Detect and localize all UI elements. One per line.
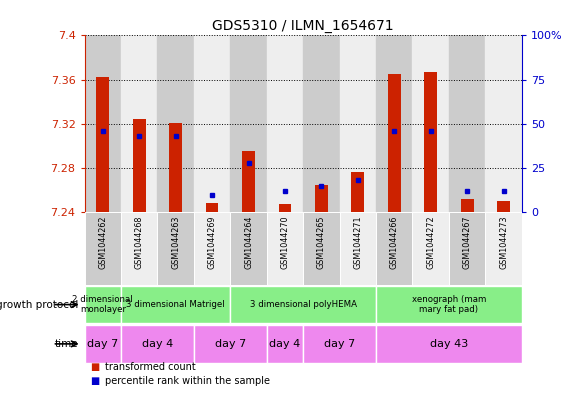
Bar (449, 212, 485, 285)
Text: GSM1044266: GSM1044266 (390, 216, 399, 269)
Bar (242, 151, 255, 212)
Bar (352, 173, 364, 212)
Bar (497, 201, 510, 212)
Text: GSM1044269: GSM1044269 (208, 216, 216, 269)
Bar (85, 212, 121, 285)
Bar (388, 74, 401, 212)
Text: GSM1044268: GSM1044268 (135, 216, 143, 269)
Bar (266, 212, 303, 285)
Bar (376, 35, 412, 212)
Text: GSM1044273: GSM1044273 (499, 216, 508, 269)
Bar (303, 35, 339, 212)
Bar (266, 35, 303, 212)
Bar (461, 199, 473, 212)
Text: GSM1044272: GSM1044272 (426, 216, 435, 270)
Bar (194, 212, 230, 285)
Text: ■: ■ (90, 376, 100, 386)
Bar (230, 286, 376, 323)
Text: GSM1044265: GSM1044265 (317, 216, 326, 269)
Bar (266, 325, 303, 363)
Bar (376, 325, 522, 363)
Bar (230, 35, 266, 212)
Text: xenograph (mam
mary fat pad): xenograph (mam mary fat pad) (412, 295, 486, 314)
Bar (303, 212, 339, 285)
Text: percentile rank within the sample: percentile rank within the sample (105, 376, 270, 386)
Text: growth protocol: growth protocol (0, 299, 79, 310)
Text: day 7: day 7 (324, 339, 355, 349)
Bar (85, 35, 121, 212)
Bar (315, 185, 328, 212)
Bar (121, 35, 157, 212)
Text: time: time (55, 339, 79, 349)
Text: day 4: day 4 (269, 339, 301, 349)
Bar (339, 35, 376, 212)
Text: GSM1044264: GSM1044264 (244, 216, 253, 269)
Text: ■: ■ (90, 362, 100, 373)
Text: 3 dimensional polyHEMA: 3 dimensional polyHEMA (250, 300, 357, 309)
Bar (230, 212, 266, 285)
Bar (485, 35, 522, 212)
Text: GSM1044262: GSM1044262 (99, 216, 107, 269)
Bar (424, 72, 437, 212)
Bar (412, 212, 449, 285)
Bar (485, 212, 522, 285)
Bar (96, 77, 109, 212)
Bar (121, 325, 194, 363)
Text: day 43: day 43 (430, 339, 468, 349)
Bar (194, 35, 230, 212)
Bar (206, 204, 219, 212)
Bar (339, 212, 376, 285)
Bar (449, 35, 485, 212)
Bar (194, 325, 266, 363)
Text: day 7: day 7 (87, 339, 118, 349)
Text: day 4: day 4 (142, 339, 173, 349)
Bar (279, 204, 292, 212)
Text: GSM1044263: GSM1044263 (171, 216, 180, 269)
Bar (121, 212, 157, 285)
Text: GSM1044267: GSM1044267 (463, 216, 472, 269)
Text: 2 dimensional
monolayer: 2 dimensional monolayer (72, 295, 133, 314)
Text: GSM1044271: GSM1044271 (353, 216, 362, 269)
Bar (133, 119, 146, 212)
Bar (376, 286, 522, 323)
Text: day 7: day 7 (215, 339, 246, 349)
Bar (169, 123, 182, 212)
Text: transformed count: transformed count (105, 362, 196, 373)
Bar (121, 286, 230, 323)
Text: 3 dimensional Matrigel: 3 dimensional Matrigel (127, 300, 225, 309)
Text: GSM1044270: GSM1044270 (280, 216, 289, 269)
Bar (157, 35, 194, 212)
Bar (157, 212, 194, 285)
Bar (85, 286, 121, 323)
Title: GDS5310 / ILMN_1654671: GDS5310 / ILMN_1654671 (212, 19, 394, 33)
Bar (85, 325, 121, 363)
Bar (376, 212, 412, 285)
Bar (303, 325, 376, 363)
Bar (412, 35, 449, 212)
